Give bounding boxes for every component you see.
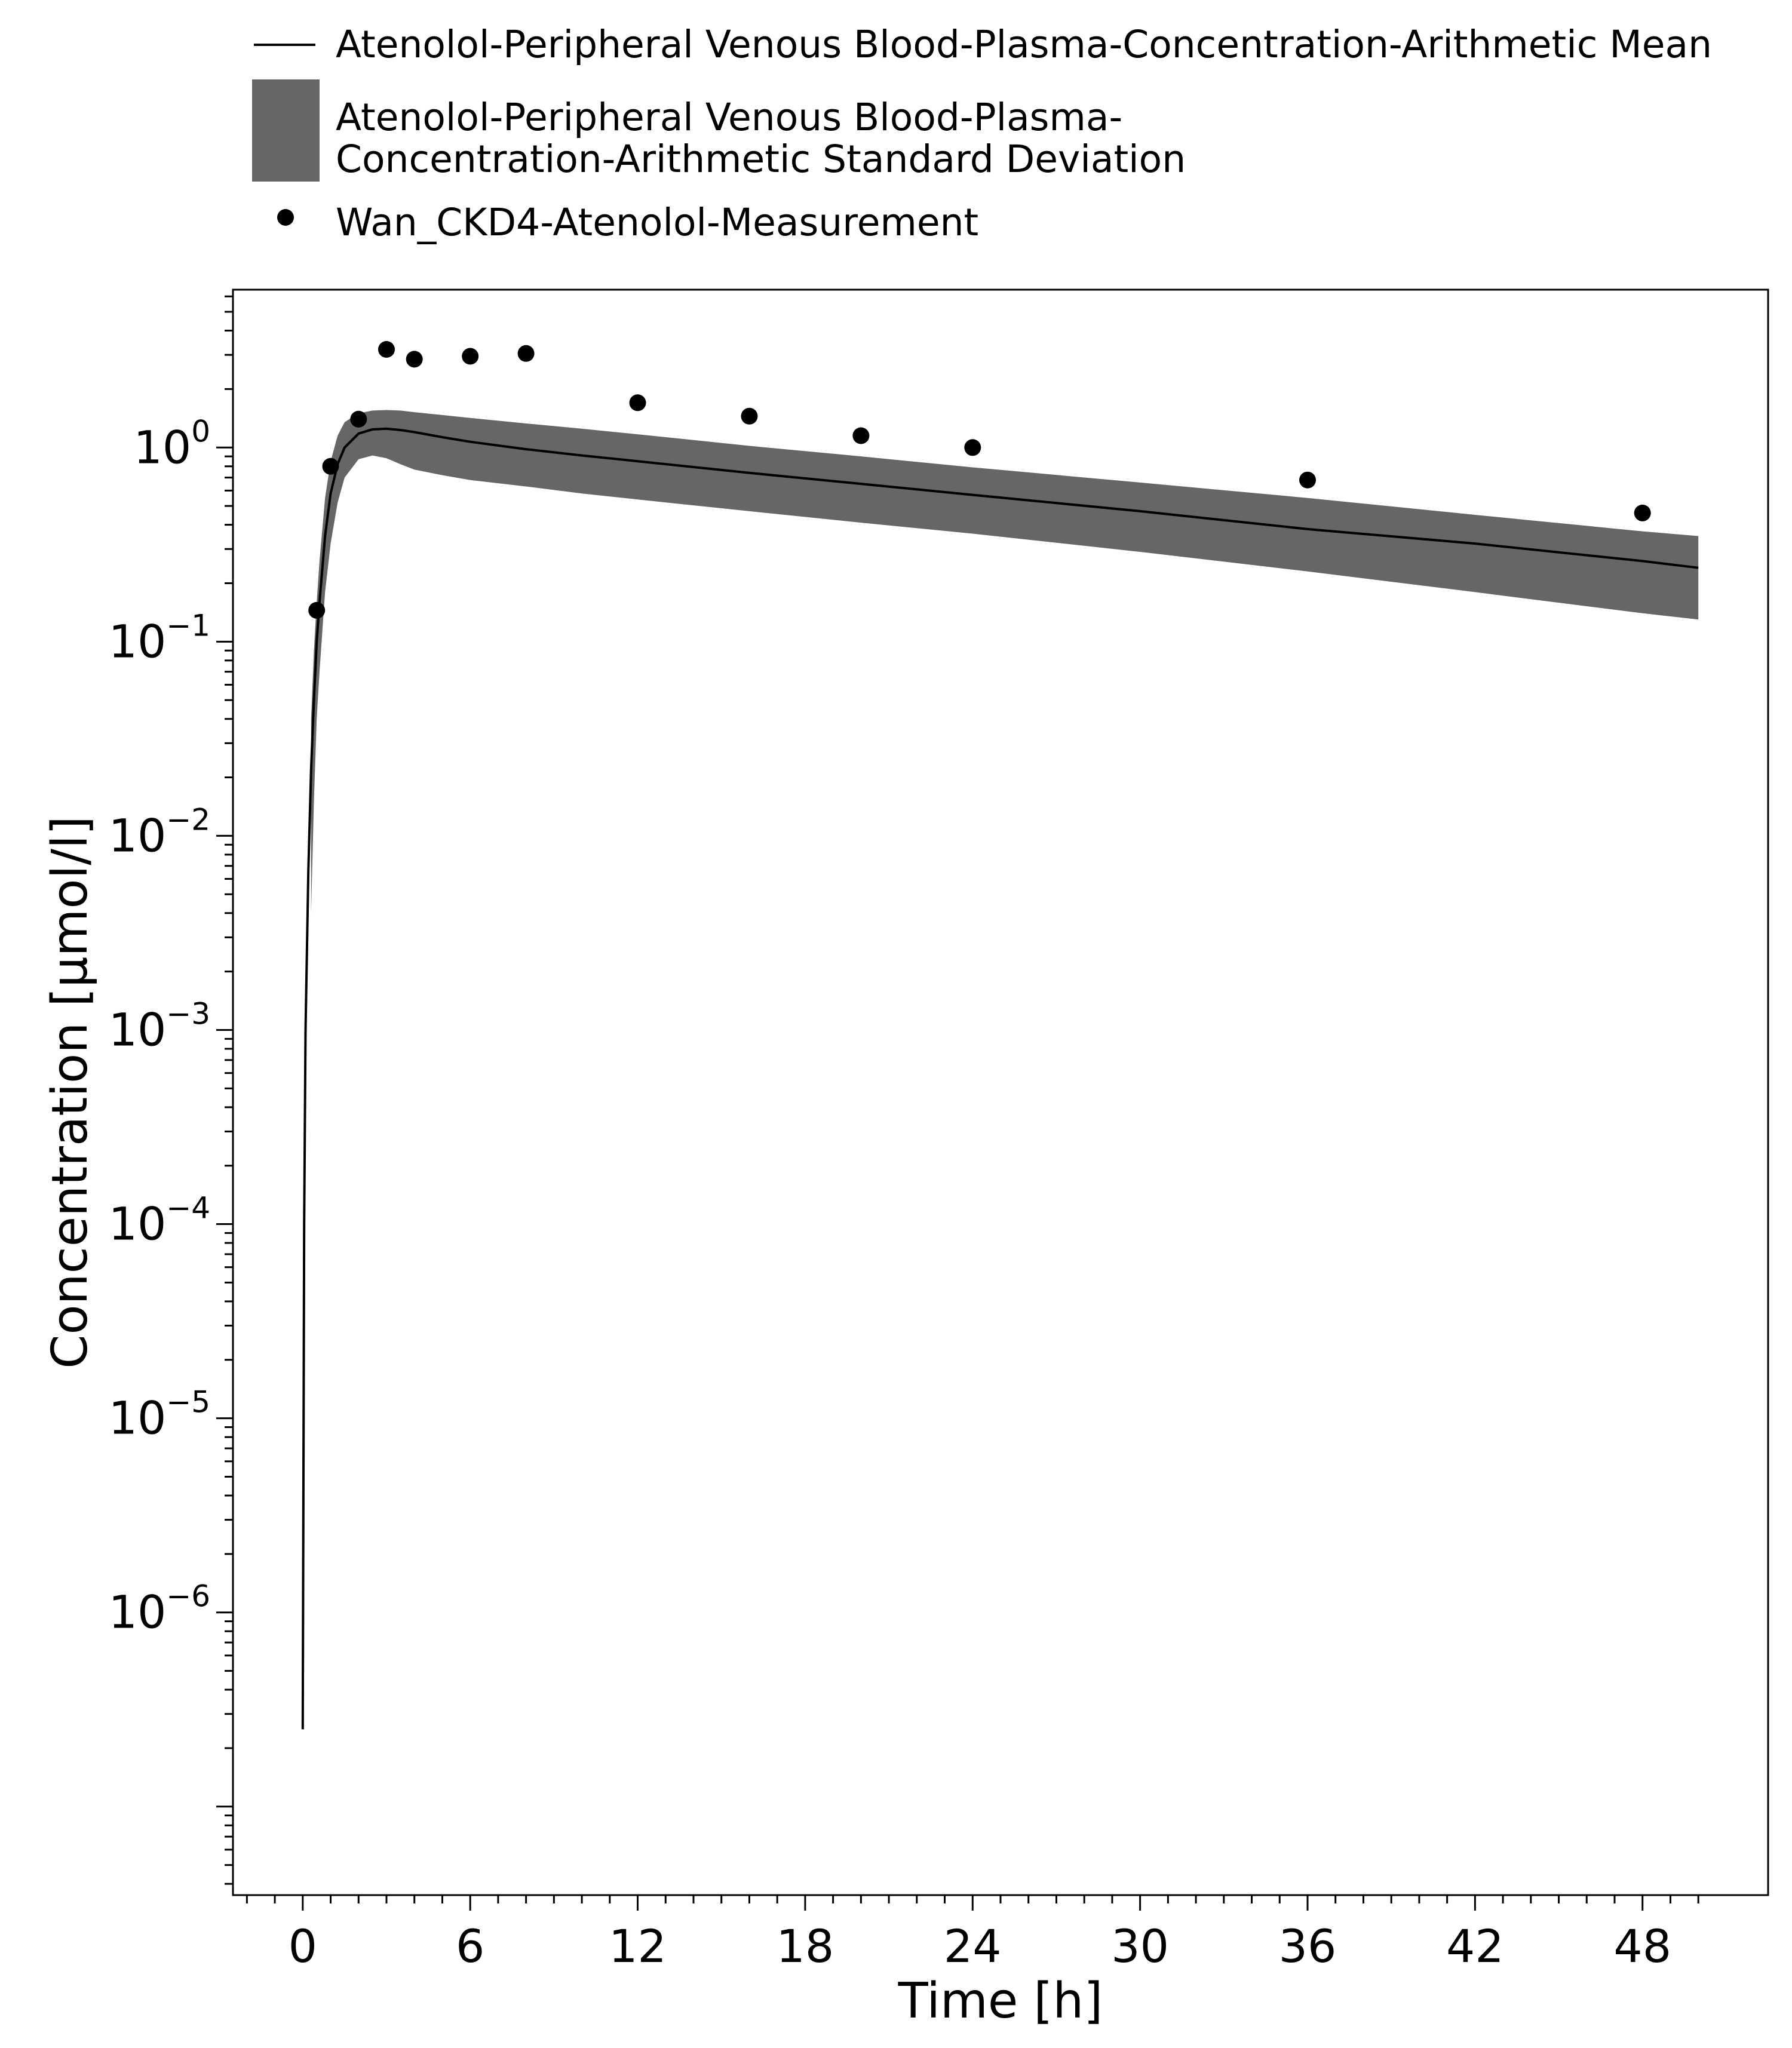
y-tick-label: 10−4: [109, 1191, 210, 1251]
measurement-point: [629, 394, 646, 412]
x-tick-label: 24: [944, 1920, 1002, 1973]
y-tick-label: 10−1: [109, 608, 210, 668]
mean-line-layer: [301, 427, 1699, 1730]
y-tick-label: 10−6: [109, 1579, 210, 1639]
y-tick-label-base: 10: [109, 1003, 167, 1056]
legend-sd-label-line-1: Atenolol-Peripheral Venous Blood-Plasma-: [336, 96, 1122, 139]
y-tick-label-exponent: −3: [166, 996, 210, 1031]
y-tick-label: 10−3: [109, 996, 210, 1056]
y-tick-label-base: 10: [109, 1392, 167, 1445]
legend-measurement-label: Wan_CKD4-Atenolol-Measurement: [336, 201, 978, 244]
y-tick-label-exponent: −1: [166, 608, 210, 643]
measurement-point: [964, 439, 981, 456]
mean-line: [301, 427, 1699, 1730]
legend-sd-band-swatch: [252, 79, 320, 182]
x-tick-label: 6: [456, 1920, 484, 1973]
measurement-point: [517, 345, 535, 362]
sd-band: [311, 410, 1699, 913]
y-tick-label: 100: [134, 414, 211, 474]
measurement-point: [852, 427, 870, 444]
measurement-point: [406, 351, 423, 368]
y-tick-label: 10−2: [109, 802, 210, 862]
y-tick-label-exponent: −5: [166, 1385, 210, 1420]
y-axis-title: Concentration [µmol/l]: [42, 816, 99, 1369]
y-tick-label-base: 10: [109, 615, 167, 668]
x-tick-label: 30: [1111, 1920, 1169, 1973]
measurement-point: [741, 407, 758, 425]
measurement-point: [378, 341, 395, 358]
y-tick-label-base: 10: [109, 809, 167, 862]
sd-band-layer: [311, 410, 1699, 913]
y-tick-label-base: 10: [109, 1198, 167, 1251]
measurement-point: [350, 410, 367, 428]
x-tick-label: 0: [289, 1920, 317, 1973]
x-axis-title: Time [h]: [898, 1973, 1103, 2029]
measurement-point: [322, 458, 339, 475]
legend-measurement-marker: [277, 209, 294, 226]
measurement-point: [462, 348, 479, 365]
legend-mean-label: Atenolol-Peripheral Venous Blood-Plasma-…: [336, 23, 1712, 66]
plot-area: [232, 288, 1769, 1896]
measurement-points-layer: [308, 341, 1651, 619]
y-tick-label-base: 10: [109, 1586, 167, 1639]
y-tick-label-exponent: −2: [166, 802, 210, 837]
y-tick-label-exponent: −4: [166, 1191, 210, 1226]
measurement-point: [308, 601, 326, 619]
y-tick-label-exponent: −6: [166, 1579, 210, 1614]
x-tick-label: 12: [609, 1920, 667, 1973]
y-tick-label: 10−5: [109, 1385, 210, 1445]
x-tick-label: 48: [1613, 1920, 1671, 1973]
legend-sd-label-line-2: Concentration-Arithmetic Standard Deviat…: [336, 137, 1186, 181]
measurement-point: [1299, 471, 1316, 489]
legend: Atenolol-Peripheral Venous Blood-Plasma-…: [252, 23, 1712, 244]
x-tick-label: 18: [777, 1920, 834, 1973]
x-axis: 0 6 12 18 24 30 36 42 48: [246, 1895, 1699, 1973]
y-tick-label-exponent: 0: [191, 414, 210, 449]
y-tick-label-base: 10: [134, 420, 192, 474]
x-tick-label: 42: [1446, 1920, 1504, 1973]
measurement-point: [1634, 504, 1651, 521]
x-tick-label: 36: [1279, 1920, 1337, 1973]
